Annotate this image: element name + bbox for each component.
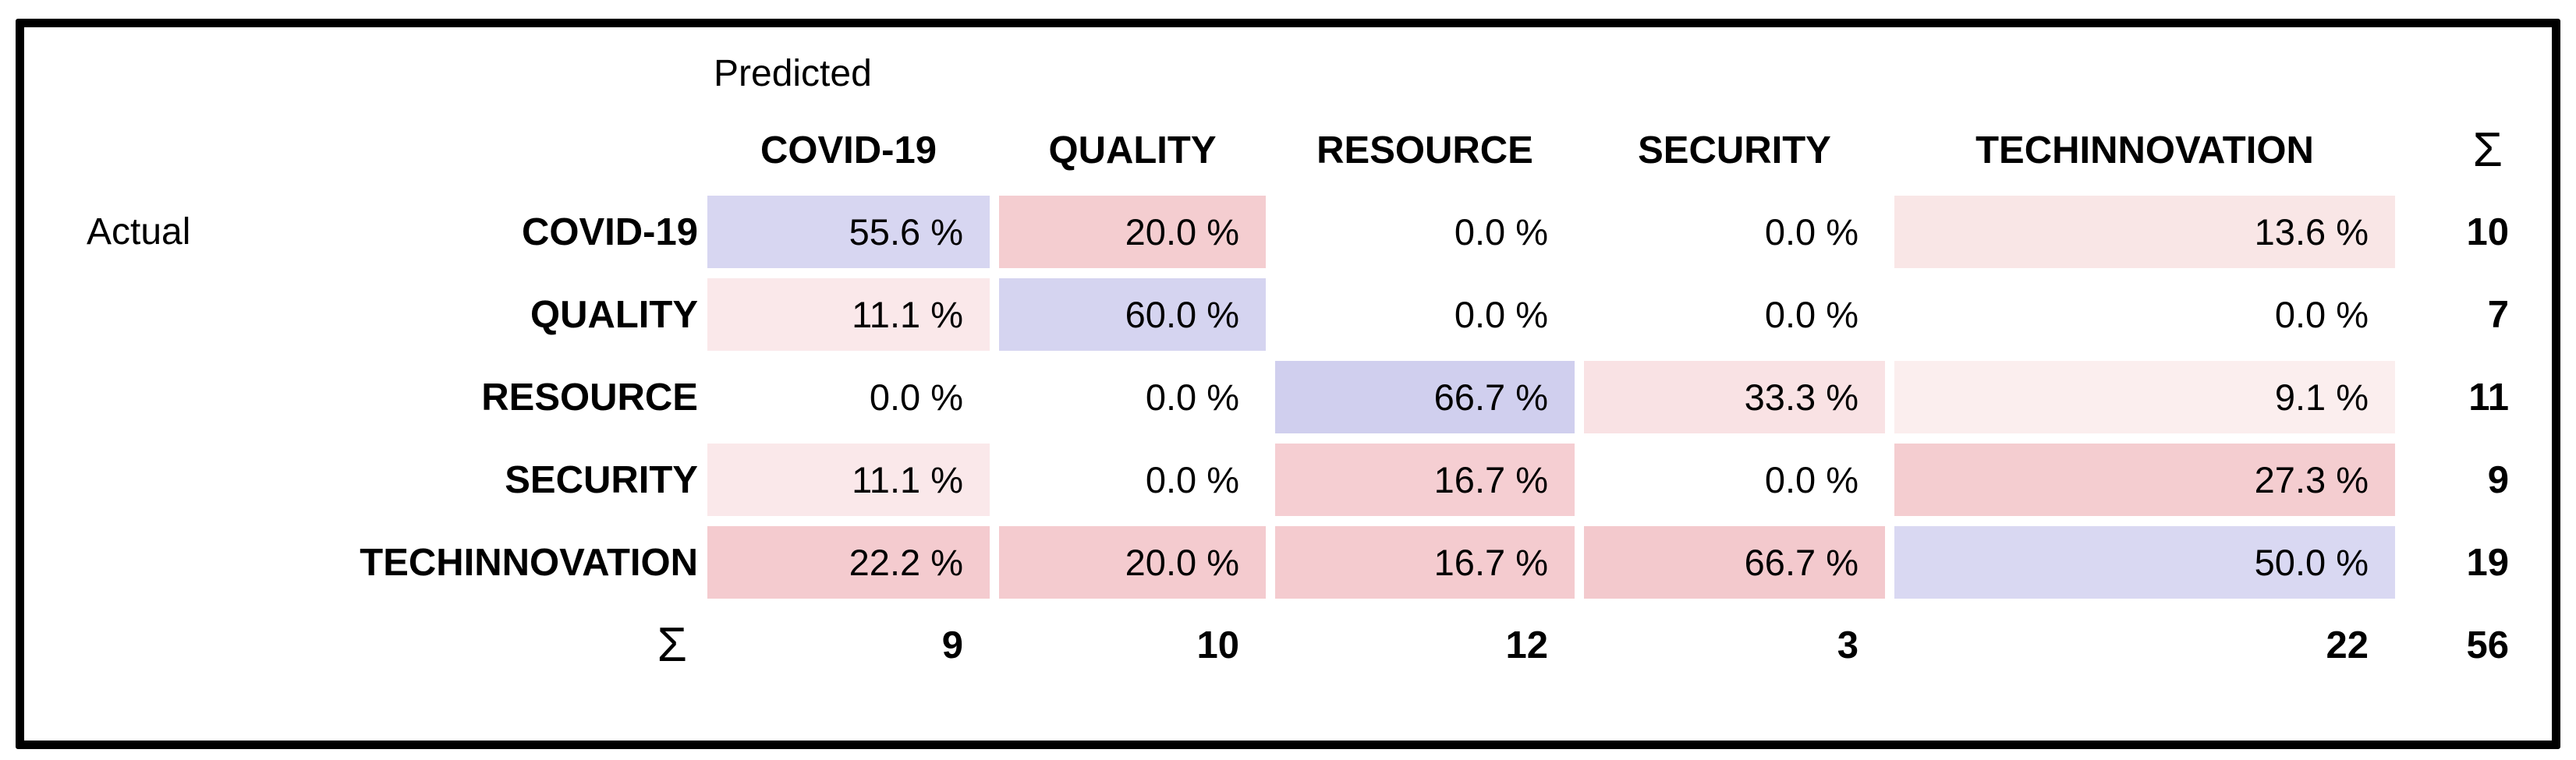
cell-security-resource: 16.7 % bbox=[1275, 444, 1575, 516]
cell-techinnovation-covid-19: 22.2 % bbox=[707, 526, 990, 599]
cell-security-techinnovation: 27.3 % bbox=[1894, 444, 2395, 516]
column-sum-row-label: Σ bbox=[657, 617, 687, 672]
col-sum-quality: 10 bbox=[1196, 624, 1239, 666]
col-header-security: SECURITY bbox=[1638, 129, 1831, 171]
row-label-covid-19: COVID-19 bbox=[521, 210, 698, 253]
cell-covid-19-quality: 20.0 % bbox=[999, 196, 1266, 268]
cell-resource-quality: 0.0 % bbox=[1145, 376, 1239, 418]
cell-security-quality: 0.0 % bbox=[1145, 459, 1239, 500]
cell-covid-19-techinnovation: 13.6 % bbox=[1894, 196, 2395, 268]
cell-covid-19-resource: 0.0 % bbox=[1454, 211, 1548, 253]
cell-security-security: 0.0 % bbox=[1764, 459, 1858, 500]
col-header-covid-19: COVID-19 bbox=[760, 129, 937, 171]
row-label-techinnovation: TECHINNOVATION bbox=[360, 541, 698, 584]
col-header-techinnovation: TECHINNOVATION bbox=[1975, 129, 2314, 171]
cell-techinnovation-resource: 16.7 % bbox=[1275, 526, 1575, 599]
row-sum-covid-19: 10 bbox=[2466, 210, 2509, 253]
cell-resource-resource: 66.7 % bbox=[1275, 361, 1575, 433]
col-sum-resource: 12 bbox=[1505, 624, 1548, 666]
cell-quality-covid-19: 11.1 % bbox=[707, 278, 990, 351]
grand-total: 56 bbox=[2466, 624, 2509, 666]
cell-resource-techinnovation: 9.1 % bbox=[1894, 361, 2395, 433]
confusion-matrix: Predicted Actual Σ Σ COVID-19 QUALITY RESO… bbox=[57, 49, 2522, 719]
cell-covid-19-covid-19: 55.6 % bbox=[707, 196, 990, 268]
row-sum-column-header: Σ bbox=[2472, 123, 2503, 177]
cell-quality-security: 0.0 % bbox=[1764, 294, 1858, 335]
row-sum-security: 9 bbox=[2487, 458, 2509, 501]
cell-security-covid-19: 11.1 % bbox=[707, 444, 990, 516]
col-header-quality: QUALITY bbox=[1048, 129, 1217, 171]
cell-resource-covid-19: 0.0 % bbox=[869, 376, 963, 418]
row-sum-techinnovation: 19 bbox=[2466, 541, 2509, 584]
row-sum-resource: 11 bbox=[2468, 376, 2509, 419]
cell-techinnovation-quality: 20.0 % bbox=[999, 526, 1266, 599]
cell-techinnovation-security: 66.7 % bbox=[1584, 526, 1885, 599]
cell-resource-security: 33.3 % bbox=[1584, 361, 1885, 433]
cell-quality-techinnovation: 0.0 % bbox=[2274, 294, 2369, 335]
col-sum-security: 3 bbox=[1837, 624, 1858, 666]
col-header-resource: RESOURCE bbox=[1316, 129, 1533, 171]
row-label-security: SECURITY bbox=[505, 458, 698, 501]
col-sum-techinnovation: 22 bbox=[2326, 624, 2369, 666]
row-sum-quality: 7 bbox=[2487, 293, 2509, 336]
predicted-axis-label: Predicted bbox=[714, 53, 872, 94]
row-label-resource: RESOURCE bbox=[481, 376, 698, 419]
cell-techinnovation-techinnovation: 50.0 % bbox=[1894, 526, 2395, 599]
confusion-matrix-frame: Predicted Actual Σ Σ COVID-19 QUALITY RESO… bbox=[16, 19, 2560, 749]
actual-axis-label: Actual bbox=[87, 211, 191, 253]
row-label-quality: QUALITY bbox=[530, 293, 698, 336]
col-sum-covid-19: 9 bbox=[941, 624, 963, 666]
cell-covid-19-security: 0.0 % bbox=[1764, 211, 1858, 253]
cell-quality-resource: 0.0 % bbox=[1454, 294, 1548, 335]
cell-quality-quality: 60.0 % bbox=[999, 278, 1266, 351]
